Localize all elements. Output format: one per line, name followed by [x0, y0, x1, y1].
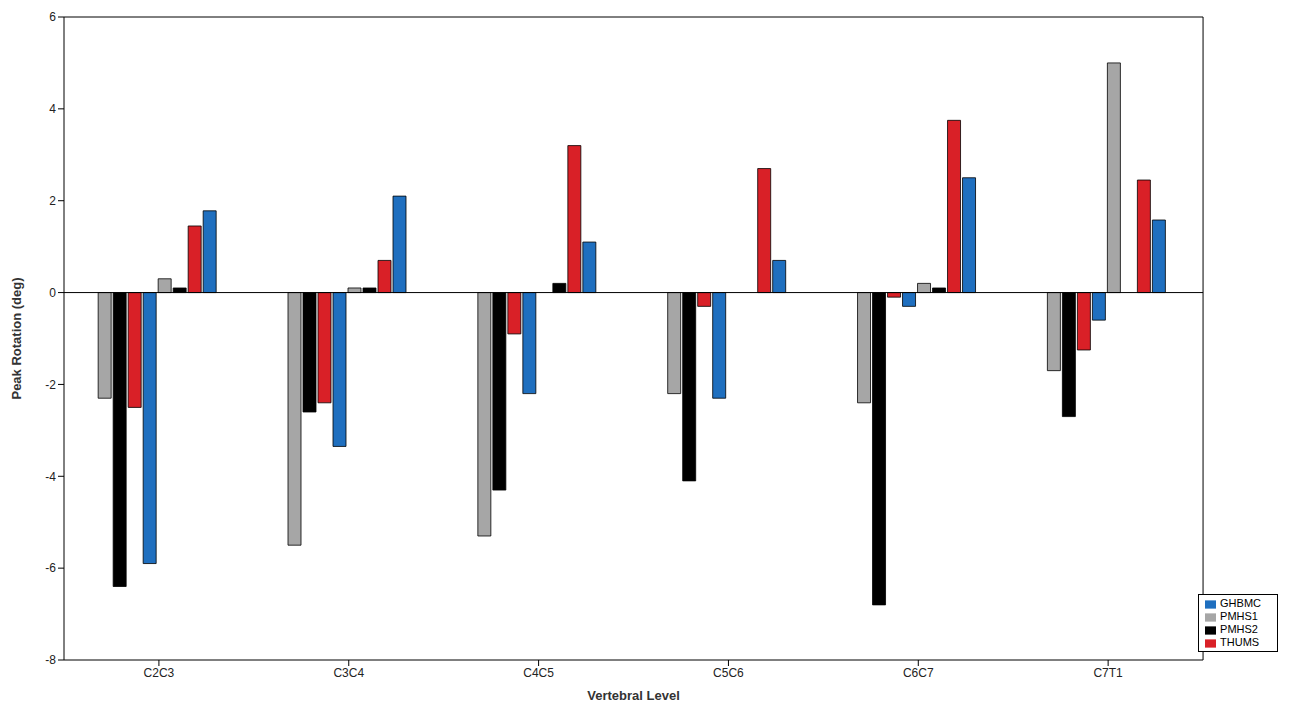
svg-text:-4: -4	[45, 470, 56, 484]
svg-text:C6C7: C6C7	[903, 666, 934, 680]
svg-text:-8: -8	[45, 653, 56, 667]
html-text:PMHS2: PMHS2	[1220, 623, 1258, 635]
svg-text:C2C3: C2C3	[144, 666, 175, 680]
svg-text:C7T1: C7T1	[1093, 666, 1123, 680]
svg-text:0: 0	[49, 286, 56, 300]
svg-text:-2: -2	[45, 378, 56, 392]
svg-text:-6: -6	[45, 561, 56, 575]
svg-text:2: 2	[49, 194, 56, 208]
html-text:GHBMC: GHBMC	[1220, 597, 1261, 609]
svg-text:Vertebral Level: Vertebral Level	[587, 688, 680, 703]
svg-text:4: 4	[49, 102, 56, 116]
svg-text:6: 6	[49, 10, 56, 24]
svg-text:Peak Rotation (deg): Peak Rotation (deg)	[9, 277, 24, 399]
svg-text:C3C4: C3C4	[333, 666, 364, 680]
svg-text:C4C5: C4C5	[523, 666, 554, 680]
svg-text:C5C6: C5C6	[713, 666, 744, 680]
html-text:THUMS: THUMS	[1220, 636, 1260, 648]
html-text:PMHS1: PMHS1	[1220, 610, 1258, 622]
